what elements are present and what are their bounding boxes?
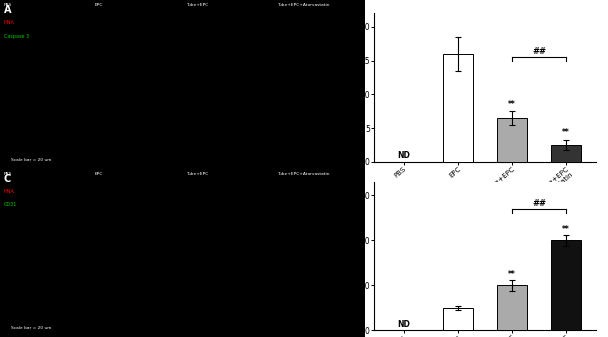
Text: Scale bar = 20 um: Scale bar = 20 um bbox=[11, 326, 51, 330]
Text: C: C bbox=[4, 174, 11, 184]
Text: EPC: EPC bbox=[95, 172, 103, 176]
Bar bbox=[443, 308, 472, 330]
Text: ##: ## bbox=[532, 47, 546, 56]
Text: **: ** bbox=[508, 270, 516, 279]
Bar bbox=[497, 118, 527, 162]
Text: EPC: EPC bbox=[95, 3, 103, 7]
Text: **: ** bbox=[562, 225, 570, 234]
Text: Scale bar = 20 um: Scale bar = 20 um bbox=[11, 158, 51, 162]
Text: CD31: CD31 bbox=[4, 202, 17, 207]
Text: HNA: HNA bbox=[4, 189, 15, 194]
Text: A: A bbox=[4, 5, 11, 15]
Bar bbox=[497, 285, 527, 330]
Text: PBS: PBS bbox=[4, 172, 12, 176]
Bar bbox=[551, 240, 581, 330]
Text: ND: ND bbox=[397, 320, 410, 329]
Text: Tube+EPC: Tube+EPC bbox=[186, 3, 209, 7]
Text: HNA: HNA bbox=[4, 20, 15, 25]
Bar bbox=[551, 145, 581, 162]
Bar bbox=[443, 54, 472, 162]
Text: Caspase 3: Caspase 3 bbox=[4, 34, 29, 39]
Y-axis label: Endothelial differentiation
(No. of HNA/CD31 positive cells): Endothelial differentiation (No. of HNA/… bbox=[347, 205, 358, 308]
Text: PBS: PBS bbox=[4, 3, 12, 7]
Text: ##: ## bbox=[532, 199, 546, 208]
Text: ND: ND bbox=[397, 151, 410, 160]
Text: B: B bbox=[289, 6, 298, 16]
Text: **: ** bbox=[562, 128, 570, 137]
Text: Tube+EPC: Tube+EPC bbox=[186, 172, 209, 176]
Text: Tube+EPC+Atorvastatin: Tube+EPC+Atorvastatin bbox=[277, 3, 330, 7]
Text: **: ** bbox=[508, 100, 516, 109]
Text: Tube+EPC+Atorvastatin: Tube+EPC+Atorvastatin bbox=[277, 172, 330, 176]
Y-axis label: Apoptotic cells
(No. of HNA/cleaved caspase-3
positive cells): Apoptotic cells (No. of HNA/cleaved casp… bbox=[340, 38, 358, 137]
Text: D: D bbox=[289, 175, 299, 185]
